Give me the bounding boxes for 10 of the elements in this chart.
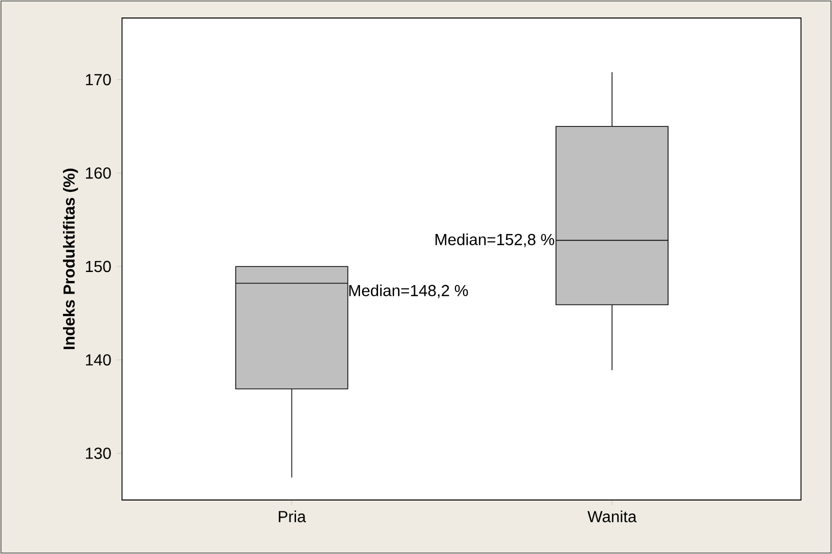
x-tick-label: Wanita bbox=[588, 510, 637, 522]
y-tick-label: 170 bbox=[86, 74, 111, 86]
y-tick-label: 150 bbox=[86, 260, 111, 272]
y-tick-label: 140 bbox=[86, 354, 111, 366]
y-tick-label: 160 bbox=[86, 167, 111, 179]
annotation: Median=152,8 % bbox=[436, 233, 554, 248]
y-axis-title: Indeks Produktifitas (%) bbox=[62, 168, 78, 350]
annotation: Median=148,2 % bbox=[349, 284, 468, 298]
y-tick-label: 130 bbox=[86, 448, 111, 459]
x-tick-label: Pria bbox=[278, 510, 306, 522]
